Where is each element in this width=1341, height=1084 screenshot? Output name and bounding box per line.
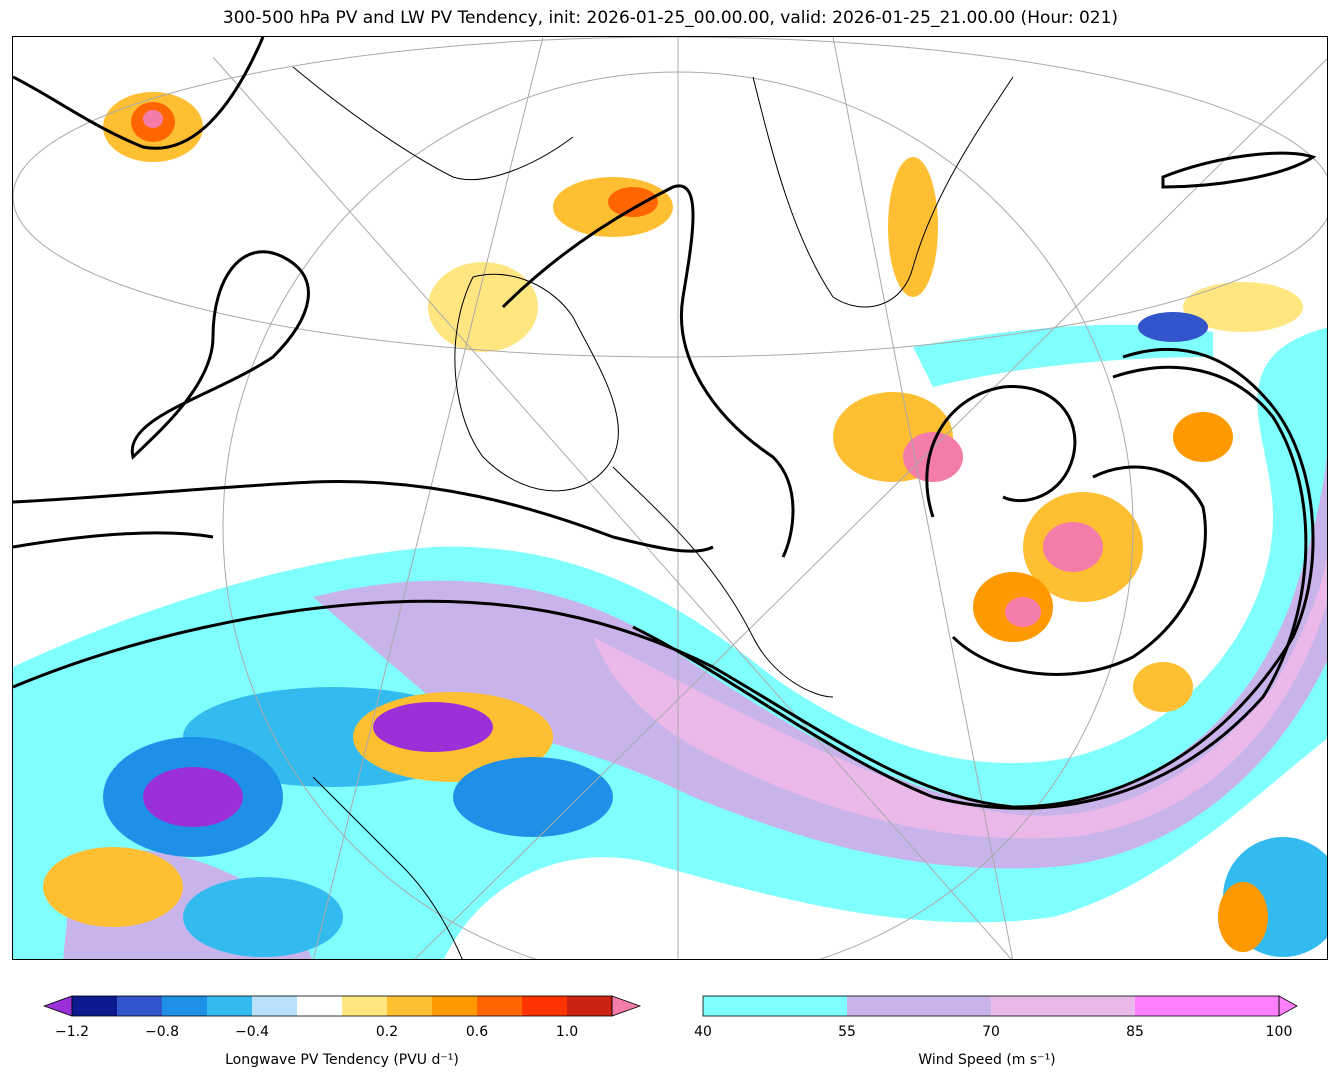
pv-blob	[143, 767, 243, 827]
pv-colorbar-swatch	[387, 996, 433, 1016]
coastlines	[292, 66, 1014, 959]
wind-colorbar-swatch	[703, 996, 848, 1016]
pv-colorbar-swatch	[252, 996, 298, 1016]
meridian	[212, 56, 1012, 959]
pv-colorbar-tick: −1.2	[55, 1024, 89, 1040]
pv-colorbar-label: Longwave PV Tendency (PVU d⁻¹)	[225, 1052, 459, 1068]
pv-colorbar-extend-high	[611, 995, 642, 1017]
pv-blob	[43, 847, 183, 927]
pv-colorbar-frame	[71, 995, 613, 1017]
pv-blob	[608, 187, 658, 217]
pv-blob	[1005, 597, 1041, 627]
wind-colorbar-tick: 85	[1126, 1024, 1144, 1040]
pv-blob	[1218, 882, 1268, 952]
wind-band-40-sw	[13, 789, 79, 959]
wind-colorbar-extend-high	[1278, 995, 1298, 1017]
pv-blob	[1043, 522, 1103, 572]
map-canvas	[13, 37, 1327, 959]
meridian	[312, 37, 544, 959]
wind-colorbar-swatch	[991, 996, 1136, 1016]
pv-blob	[1183, 282, 1303, 332]
pv-colorbar-swatch	[117, 996, 163, 1016]
pv-blob	[373, 702, 493, 752]
wind-band-70	[593, 557, 1327, 839]
pv-tendency-colorbar: −1.2 −0.8 −0.4 0.2 0.6 1.0 Longwave PV Tenden…	[42, 995, 642, 1068]
pv-contour	[13, 347, 1315, 809]
pv-contour	[925, 385, 1077, 518]
coastline-hudson-bay	[454, 273, 619, 492]
pv-colorbar-swatch	[522, 996, 568, 1016]
pv-blob	[453, 757, 613, 837]
pv-blob	[1138, 312, 1208, 342]
wind-colorbar-label: Wind Speed (m s⁻¹)	[918, 1052, 1056, 1068]
pv-tendency-field	[43, 92, 1327, 957]
coastline-us-east	[312, 776, 463, 959]
pv-blob	[1173, 412, 1233, 462]
pv-contour	[951, 465, 1207, 676]
wind-speed-field	[13, 324, 1327, 959]
pv-contour	[13, 37, 265, 150]
pv-blob	[888, 157, 938, 297]
pv-contour	[501, 184, 795, 558]
pv-colorbar-tick: 1.0	[555, 1024, 579, 1040]
coastline-labrador	[612, 466, 834, 698]
wind-colorbar-tick: 70	[982, 1024, 1000, 1040]
wind-colorbar-frame	[702, 995, 1280, 1017]
pv-blob	[1133, 662, 1193, 712]
pv-colorbar-tick: 0.2	[375, 1024, 399, 1040]
pv-colorbar-swatch	[162, 996, 208, 1016]
coastline-arctic	[292, 66, 574, 181]
pv-contour	[632, 365, 1308, 810]
wind-colorbar-tick: 55	[838, 1024, 856, 1040]
pv-colorbar-swatch	[342, 996, 388, 1016]
pv-contours	[13, 37, 1317, 810]
wind-speed-colorbar: 40 55 70 85 100 Wind Speed (m s⁻¹)	[694, 995, 1298, 1068]
pv-colorbar-swatches	[42, 995, 642, 1017]
latitude-circle	[13, 37, 1327, 358]
pv-colorbar-tick: −0.8	[145, 1024, 179, 1040]
pv-colorbar-swatch	[207, 996, 253, 1016]
wind-band-40-ne	[913, 324, 1213, 387]
pv-colorbar-extend-low	[42, 995, 73, 1017]
coastline-greenland	[752, 76, 1014, 308]
pv-contour	[13, 479, 714, 553]
pv-colorbar-tick: 0.6	[465, 1024, 489, 1040]
pv-blob	[903, 432, 963, 482]
pv-blob	[143, 110, 163, 128]
wind-colorbar-swatch	[847, 996, 992, 1016]
pv-colorbar-swatch	[297, 996, 343, 1016]
map-panel	[12, 36, 1328, 960]
pv-contour	[1161, 151, 1317, 189]
pv-colorbar-swatch	[72, 996, 118, 1016]
pv-blob	[428, 262, 538, 352]
map-title: 300-500 hPa PV and LW PV Tendency, init:…	[222, 8, 1119, 28]
pv-colorbar-tick: −0.4	[235, 1024, 269, 1040]
wind-colorbar-tick: 40	[694, 1024, 712, 1040]
wind-colorbar-swatch	[1135, 996, 1280, 1016]
pv-contour	[130, 250, 310, 460]
wind-band-40	[13, 327, 1327, 959]
pv-colorbar-swatch	[567, 996, 613, 1016]
wind-colorbar-tick: 100	[1265, 1024, 1293, 1040]
meridian	[414, 58, 1327, 959]
pv-blob	[183, 877, 343, 957]
pv-colorbar-swatch	[477, 996, 523, 1016]
pv-contour	[13, 531, 214, 549]
pv-colorbar-swatch	[432, 996, 478, 1016]
wind-colorbar-swatches	[702, 995, 1298, 1017]
